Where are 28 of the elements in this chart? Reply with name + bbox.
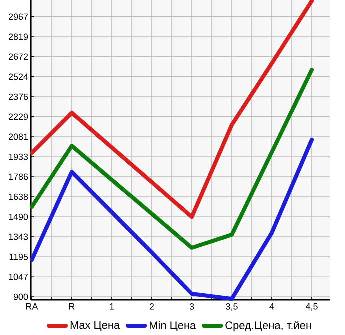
y-tick-label: 1047	[9, 274, 28, 280]
y-tick-label: 2081	[8, 134, 28, 140]
y-tick-label: 2229	[8, 114, 28, 120]
y-tick-label: 1343	[9, 234, 28, 240]
x-tick-label: 3	[190, 304, 194, 310]
y-tick-label: 2967	[8, 14, 28, 20]
y-tick-label: 2672	[8, 54, 28, 60]
legend-label: Max Цена	[70, 321, 120, 332]
y-tick-label: 1786	[9, 174, 28, 180]
y-tick-label: 1195	[10, 254, 28, 260]
y-tick-label: 2376	[8, 94, 28, 100]
legend-label: Min Цена	[150, 321, 196, 332]
line-series	[30, 0, 314, 220]
y-tick-label: 1490	[9, 214, 28, 220]
x-tick-label: 2	[150, 304, 154, 310]
y-tick-label: 900	[14, 294, 28, 300]
y-tick-label: 1638	[9, 194, 28, 200]
y-tick-label: 1933	[9, 154, 28, 160]
x-tick-label: R	[69, 304, 75, 310]
x-tick-label: 4	[270, 304, 274, 310]
line-series	[30, 68, 314, 250]
x-tick-label: 1	[110, 304, 114, 310]
x-tick-label: 3,5	[226, 304, 238, 311]
y-tick-label: 2524	[8, 74, 28, 80]
legend-label: Сред.Цена, т.йен	[226, 321, 312, 332]
x-tick-label: RA	[26, 304, 38, 310]
y-tick-label: 2819	[8, 34, 28, 40]
x-tick-label: 4,5	[306, 304, 318, 311]
